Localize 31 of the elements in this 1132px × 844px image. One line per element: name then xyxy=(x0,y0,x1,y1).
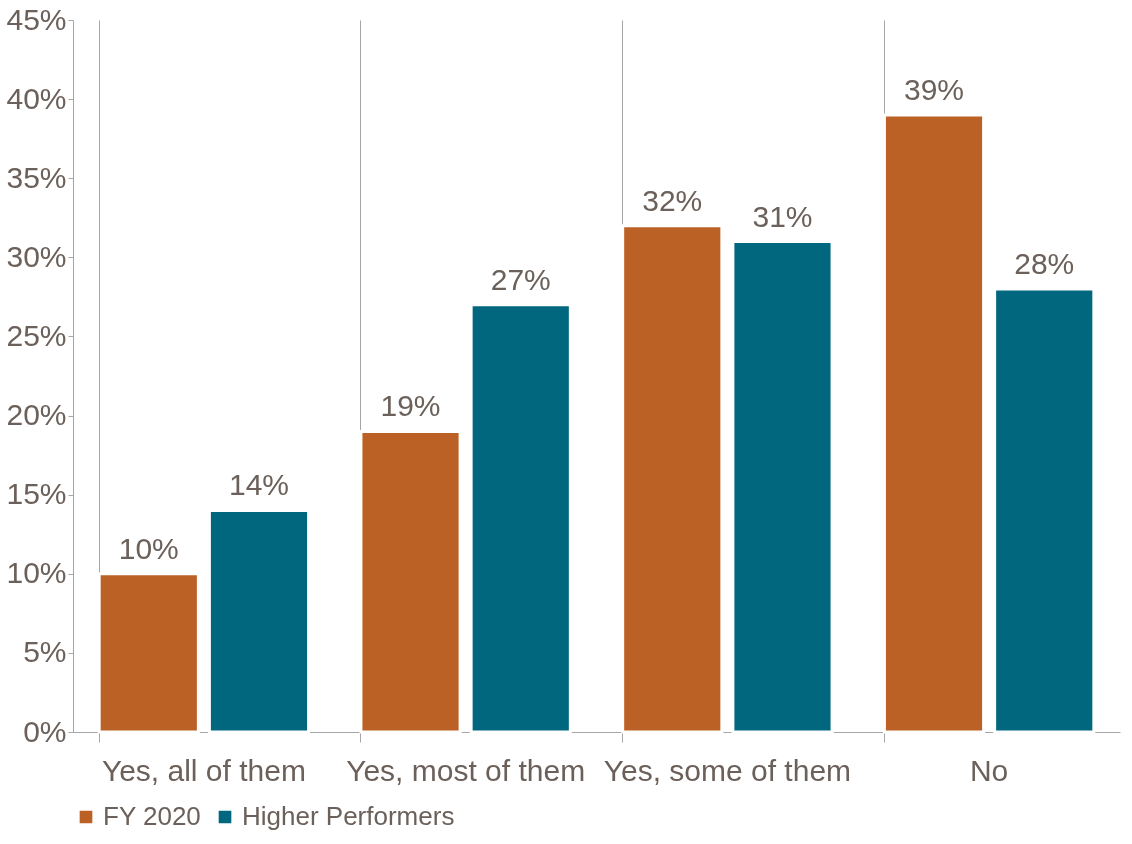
bar xyxy=(882,113,986,734)
y-tick-label: 15% xyxy=(6,477,67,511)
data-label: 10% xyxy=(118,531,179,565)
y-tick-label: 10% xyxy=(6,556,67,590)
y-tick-label: 0% xyxy=(23,714,67,748)
x-tick-label: Yes, most of them xyxy=(346,753,586,787)
y-tick-label: 45% xyxy=(6,2,67,36)
y-tick-label: 25% xyxy=(6,318,67,352)
bar xyxy=(993,287,1096,734)
bar xyxy=(731,240,834,734)
y-tick-label: 20% xyxy=(6,398,67,432)
data-label: 31% xyxy=(752,199,813,233)
legend-label: Higher Performers xyxy=(242,801,455,831)
x-tick-label: No xyxy=(969,753,1009,787)
bar xyxy=(469,303,572,734)
data-label: 39% xyxy=(904,72,965,106)
data-label: 32% xyxy=(642,183,703,217)
bar xyxy=(359,429,462,734)
y-tick-label: 30% xyxy=(6,239,67,273)
y-tick-label: 35% xyxy=(6,160,67,194)
x-tick-label: Yes, some of them xyxy=(603,753,852,787)
data-label: 28% xyxy=(1014,246,1075,280)
bar xyxy=(621,224,724,734)
data-label: 14% xyxy=(228,468,289,502)
y-tick-label: 5% xyxy=(23,635,67,669)
x-tick-label: Yes, all of them xyxy=(101,753,306,787)
bar xyxy=(97,572,200,734)
data-label: 27% xyxy=(490,262,551,296)
y-tick-label: 40% xyxy=(6,81,67,115)
legend-label: FY 2020 xyxy=(103,801,201,831)
data-label: 19% xyxy=(380,389,441,423)
